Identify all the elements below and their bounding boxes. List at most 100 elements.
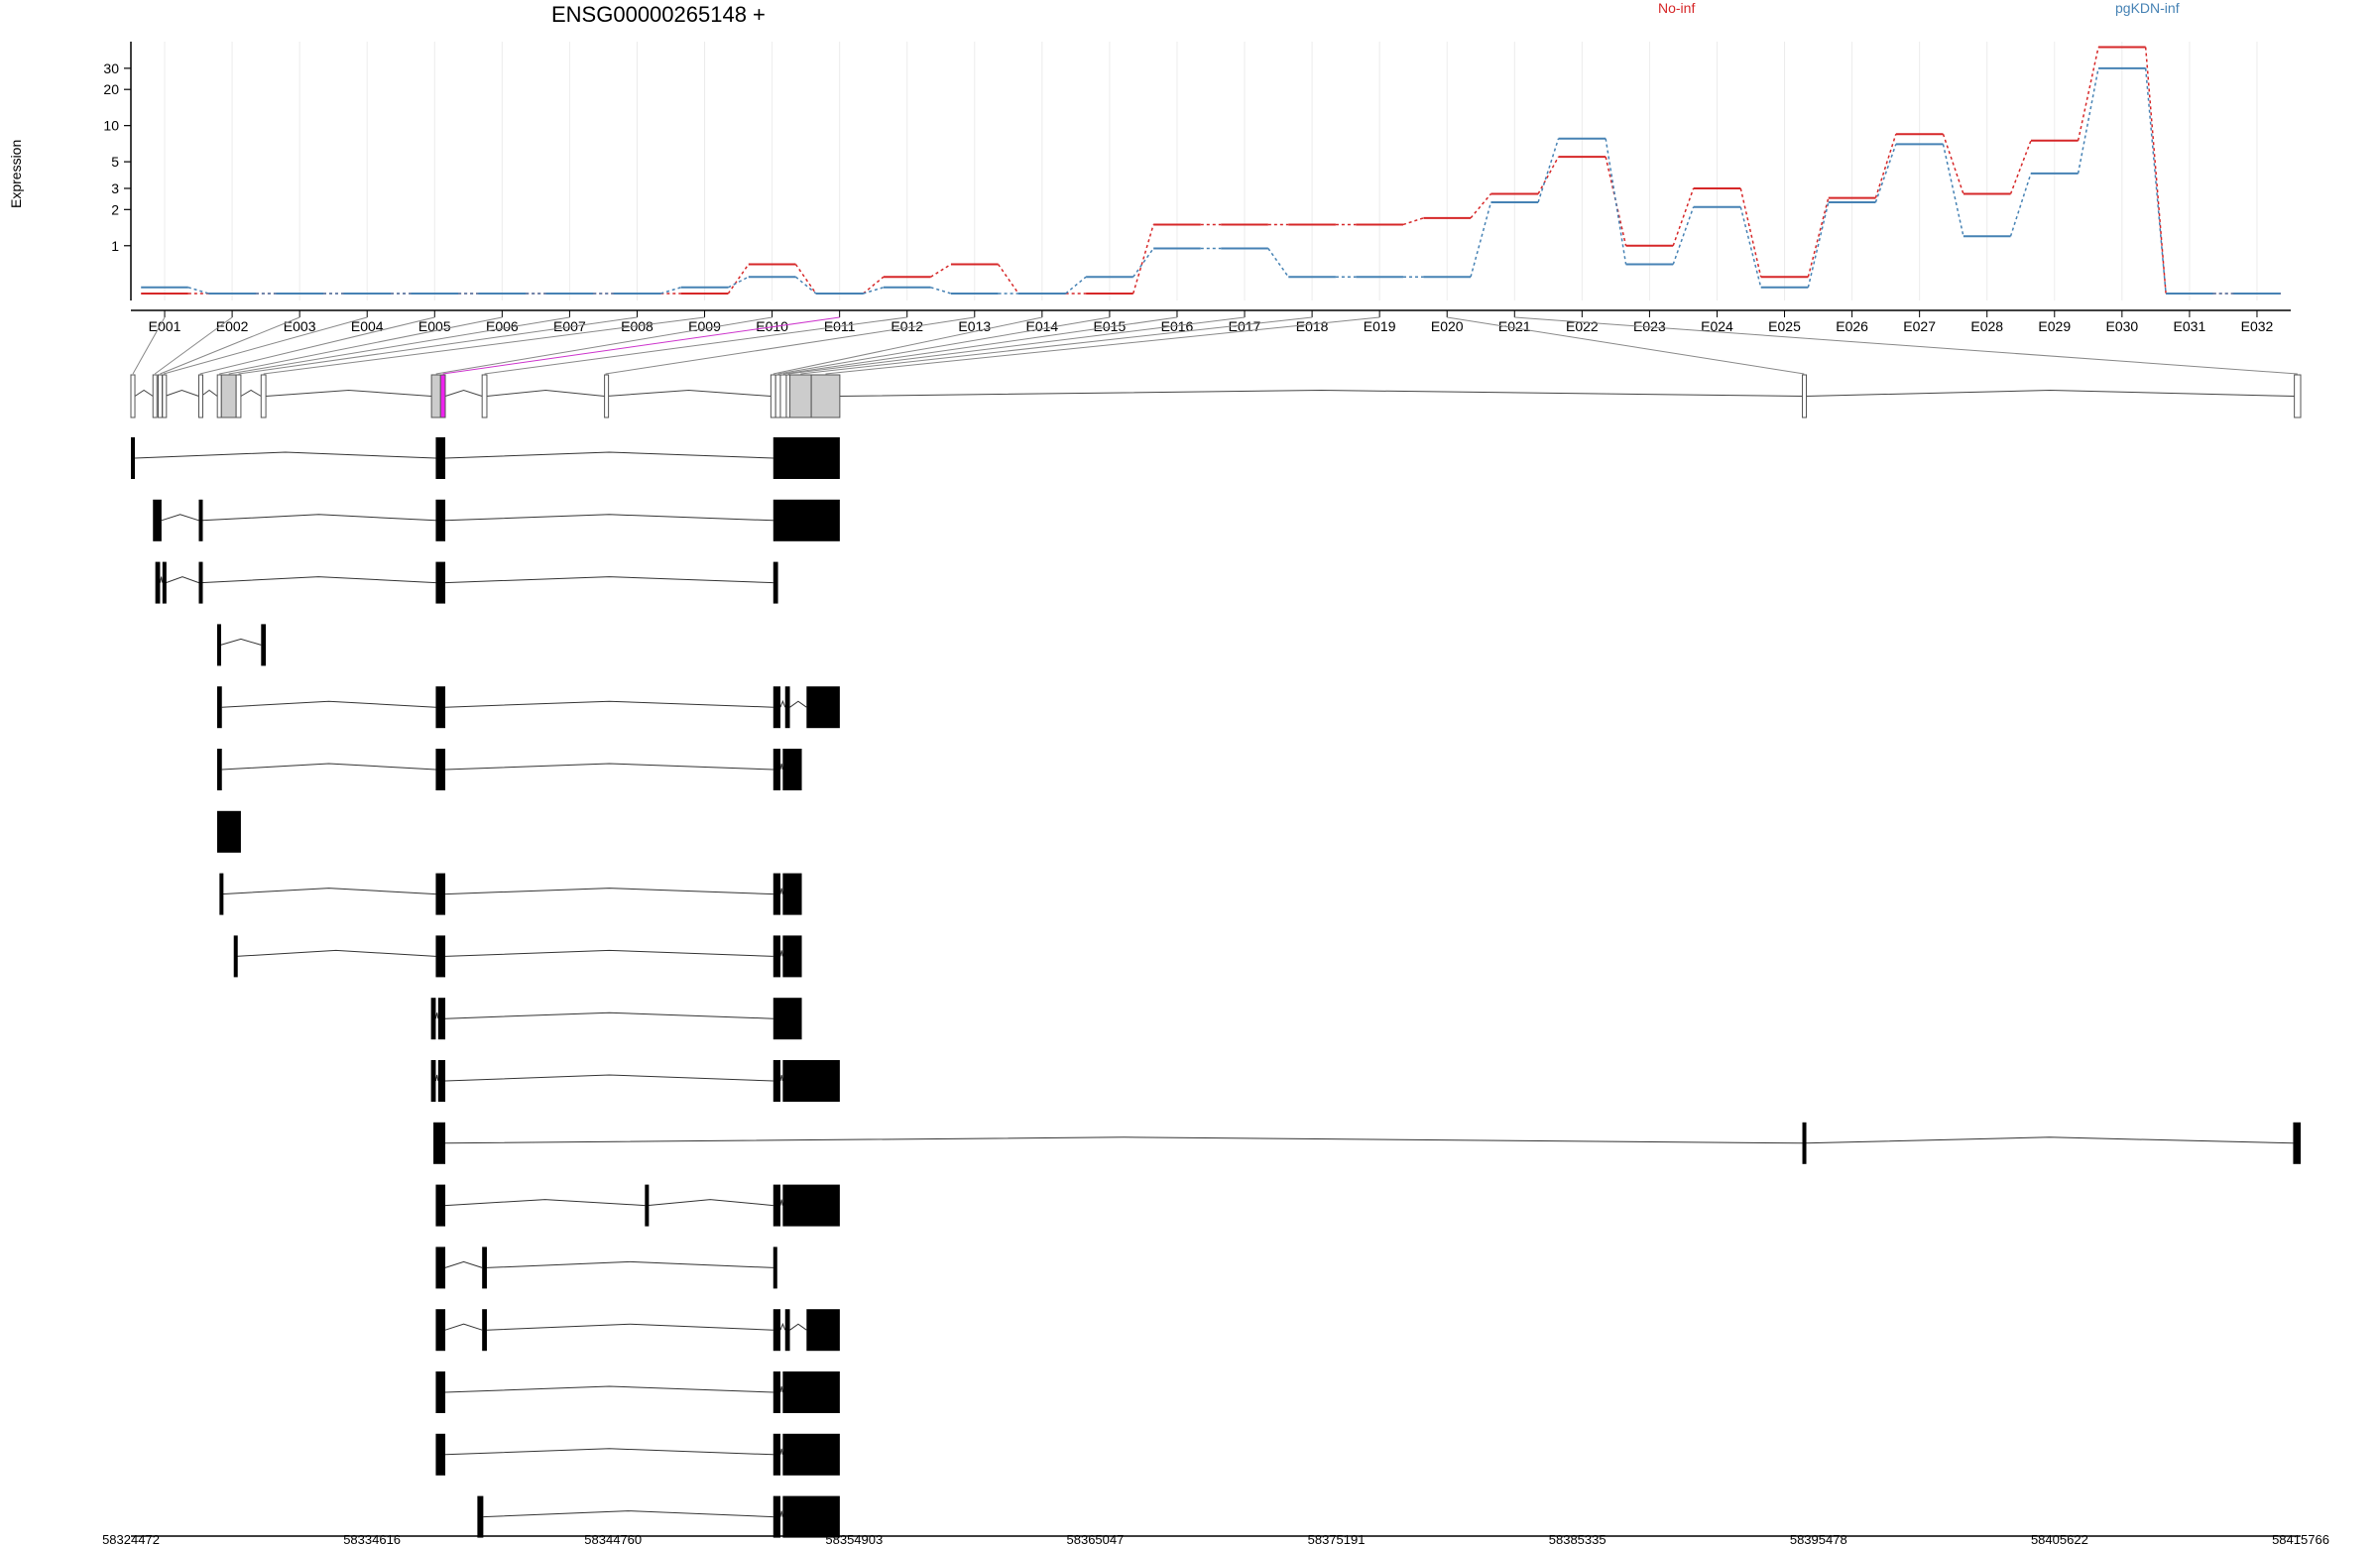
gene-exon — [260, 374, 267, 418]
transcript-exon — [216, 686, 222, 729]
transcript-exon — [477, 1495, 484, 1538]
gene-exon — [770, 374, 776, 418]
transcript-intron — [236, 949, 436, 957]
transcript-exon — [435, 561, 446, 604]
series-0-connector — [2009, 140, 2032, 194]
transcript-exon — [162, 561, 167, 604]
transcript-exon — [430, 998, 436, 1040]
series-1-connector — [1605, 138, 1627, 265]
series-1-connector — [1065, 276, 1087, 295]
series-1-connector — [2077, 67, 2099, 174]
x-tick-label: E001 — [149, 318, 181, 334]
series-0-connector — [1605, 156, 1627, 246]
series-0-connector — [1807, 197, 1830, 278]
gene-intron — [839, 389, 1803, 397]
genomic-tick-label: 58344760 — [584, 1532, 642, 1546]
transcript-exon — [773, 1495, 780, 1538]
transcript-exon — [435, 873, 446, 915]
exon-connector — [263, 316, 705, 375]
x-tick-label: E003 — [284, 318, 316, 334]
transcript-intron — [779, 1074, 783, 1082]
series-0-connector — [1402, 217, 1424, 226]
gene-intron — [134, 389, 154, 397]
x-tick-label: E016 — [1161, 318, 1194, 334]
transcript-exon — [1802, 1122, 1807, 1164]
gene-exon — [152, 374, 158, 418]
transcript-exon — [784, 686, 790, 729]
series-0-connector — [930, 263, 952, 278]
transcript-intron — [779, 699, 786, 708]
chart-title: ENSG00000265148 + — [551, 2, 766, 27]
series-1-connector — [1942, 144, 1964, 237]
x-tick-label: E024 — [1701, 318, 1733, 334]
transcript-exon — [437, 998, 446, 1040]
series-1-connector — [660, 287, 681, 295]
series-0-connector — [1537, 156, 1560, 194]
transcript-intron — [779, 888, 783, 894]
transcript-exon — [435, 1433, 446, 1476]
series-1-connector — [1470, 201, 1492, 278]
exon-connector — [219, 316, 503, 375]
exon-connector — [825, 316, 1380, 375]
transcript-intron — [483, 1510, 774, 1518]
transcript-exon — [435, 1371, 446, 1413]
transcript-exon — [645, 1184, 650, 1227]
x-tick-label: E023 — [1633, 318, 1666, 334]
transcript-exon — [435, 437, 446, 479]
series-0-connector — [1470, 193, 1492, 219]
gene-intron — [444, 389, 483, 397]
transcript-intron — [789, 1323, 807, 1331]
series-1-connector — [1672, 206, 1695, 265]
exon-connector — [163, 316, 368, 375]
transcript-intron — [221, 763, 436, 771]
gene-exon — [481, 374, 488, 418]
series-0-connector — [794, 264, 817, 295]
exon-connector — [800, 316, 1313, 375]
gene-exon — [220, 374, 237, 418]
transcript-exon — [784, 1309, 790, 1352]
x-tick-label: E019 — [1364, 318, 1396, 334]
exon-connector — [787, 316, 1246, 375]
transcript-intron — [221, 888, 436, 895]
transcript-exon — [782, 1184, 840, 1227]
x-tick-label: E022 — [1566, 318, 1599, 334]
genomic-tick-label: 58385335 — [1549, 1532, 1606, 1546]
gene-exon — [216, 374, 222, 418]
transcript-intron — [161, 514, 199, 522]
gene-intron — [240, 389, 262, 397]
series-1-connector — [1537, 138, 1560, 203]
genomic-tick-label: 58415766 — [2272, 1532, 2329, 1546]
transcript-exon — [261, 624, 267, 666]
transcript-intron — [445, 1385, 774, 1393]
series-1-connector — [1807, 201, 1830, 288]
transcript-exon — [430, 1060, 436, 1102]
transcript-exon — [773, 1247, 777, 1289]
x-tick-label: E012 — [891, 318, 923, 334]
gene-intron — [165, 389, 199, 397]
transcript-intron — [444, 1260, 483, 1268]
gene-exon — [158, 374, 164, 418]
y-tick-label: 1 — [111, 238, 119, 254]
genomic-tick-label: 58324472 — [102, 1532, 160, 1546]
transcript-intron — [779, 1385, 783, 1393]
transcript-exon — [773, 1433, 780, 1476]
transcript-exon — [773, 873, 780, 915]
transcript-exon — [153, 499, 162, 541]
transcript-exon — [773, 998, 802, 1040]
series-1-connector — [930, 287, 952, 295]
genomic-tick-label: 58375191 — [1308, 1532, 1366, 1546]
transcript-exon — [773, 935, 780, 978]
gene-exon — [197, 374, 203, 418]
transcript-exon — [782, 1060, 840, 1102]
series-1-connector — [794, 276, 817, 295]
transcript-exon — [219, 873, 224, 915]
transcript-intron — [779, 950, 783, 957]
transcript-exon — [806, 686, 840, 729]
transcript-exon — [773, 749, 780, 790]
genomic-tick-label: 58334616 — [343, 1532, 401, 1546]
y-tick-label: 3 — [111, 180, 119, 196]
series-0-connector — [997, 264, 1019, 295]
series-0-connector — [1739, 187, 1762, 278]
transcript-intron — [445, 700, 774, 708]
transcript-exon — [435, 1184, 446, 1227]
